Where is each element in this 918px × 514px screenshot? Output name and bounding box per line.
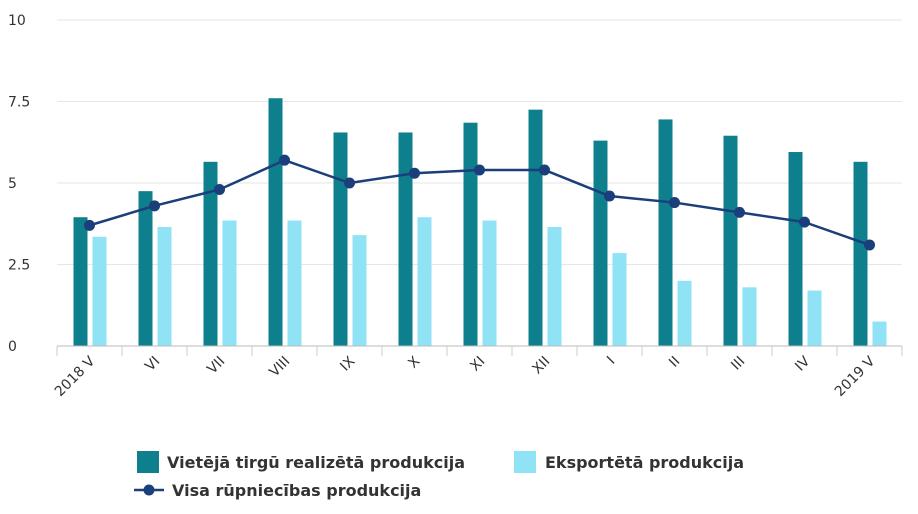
line-point[interactable] xyxy=(279,154,290,166)
bar-export[interactable] xyxy=(677,280,692,346)
y-axis-ticks: 0 2.5 5 7.5 10 xyxy=(8,13,30,355)
line-point[interactable] xyxy=(84,219,95,231)
legend-label-domestic[interactable]: Vietējā tirgū realizētā produkcija xyxy=(167,453,465,472)
legend-swatch-domestic xyxy=(137,451,159,473)
legend: Vietējā tirgū realizētā produkcija Ekspor… xyxy=(134,451,744,500)
bar-domestic[interactable] xyxy=(268,98,283,347)
x-tick-label: VI xyxy=(142,354,163,375)
bar-domestic[interactable] xyxy=(463,122,478,346)
line-point[interactable] xyxy=(344,177,355,189)
bar-export[interactable] xyxy=(417,217,432,346)
bar-domestic[interactable] xyxy=(723,135,738,346)
line-point[interactable] xyxy=(864,239,875,251)
bar-export[interactable] xyxy=(482,220,497,346)
bar-domestic[interactable] xyxy=(203,161,218,346)
bar-export[interactable] xyxy=(287,220,302,346)
bar-export[interactable] xyxy=(547,227,562,346)
y-tick-label: 7.5 xyxy=(8,95,30,111)
line-point[interactable] xyxy=(799,216,810,228)
bars-layer xyxy=(73,98,887,347)
x-axis-labels: 2018 V VI VII VIII IX X XI XII I II III IV 2019 V xyxy=(52,353,879,400)
y-tick-label: 0 xyxy=(8,339,17,355)
bar-export[interactable] xyxy=(352,235,367,346)
bar-domestic[interactable] xyxy=(528,109,543,347)
bar-export[interactable] xyxy=(612,253,627,346)
x-tick-label: 2018 V xyxy=(52,353,99,400)
x-tick-label: 2019 V xyxy=(832,353,879,400)
line-point[interactable] xyxy=(669,197,680,209)
legend-swatch-export xyxy=(514,451,536,473)
bar-domestic[interactable] xyxy=(398,132,413,346)
bar-export[interactable] xyxy=(742,287,757,346)
x-tick-label: X xyxy=(405,353,423,371)
y-tick-label: 2.5 xyxy=(8,258,30,274)
x-tick-label: IV xyxy=(792,353,813,374)
bar-export[interactable] xyxy=(222,220,237,346)
bar-domestic[interactable] xyxy=(853,161,868,346)
y-tick-label: 5 xyxy=(8,176,17,192)
bar-export[interactable] xyxy=(92,236,107,346)
line-point[interactable] xyxy=(149,200,160,212)
line-point[interactable] xyxy=(539,164,550,176)
line-point[interactable] xyxy=(214,184,225,196)
line-point[interactable] xyxy=(734,206,745,218)
x-tick-label: II xyxy=(666,354,683,371)
x-axis xyxy=(56,345,903,356)
legend-label-total[interactable]: Visa rūpniecības produkcija xyxy=(172,481,421,500)
x-tick-label: XI xyxy=(467,354,488,375)
bar-domestic[interactable] xyxy=(593,140,608,346)
grid-layer xyxy=(57,19,902,265)
bar-domestic[interactable] xyxy=(138,191,153,346)
x-tick-label: IX xyxy=(337,353,358,374)
line-point[interactable] xyxy=(409,167,420,179)
line-layer xyxy=(84,154,875,251)
legend-marker-total xyxy=(143,484,155,496)
line-point[interactable] xyxy=(604,190,615,202)
bar-export[interactable] xyxy=(807,290,822,346)
legend-label-export[interactable]: Eksportētā produkcija xyxy=(545,453,744,472)
x-tick-label: VIII xyxy=(266,354,293,381)
line-point[interactable] xyxy=(474,164,485,176)
x-tick-label: I xyxy=(604,354,618,368)
bar-domestic[interactable] xyxy=(658,119,673,347)
bar-export[interactable] xyxy=(157,227,172,346)
bar-domestic[interactable] xyxy=(333,132,348,346)
bar-domestic[interactable] xyxy=(73,217,88,346)
x-tick-label: VII xyxy=(204,354,228,378)
x-tick-label: XII xyxy=(529,354,553,378)
bar-export[interactable] xyxy=(872,321,887,346)
x-tick-label: III xyxy=(728,354,748,374)
bar-domestic[interactable] xyxy=(788,152,803,346)
y-tick-label: 10 xyxy=(8,13,26,29)
